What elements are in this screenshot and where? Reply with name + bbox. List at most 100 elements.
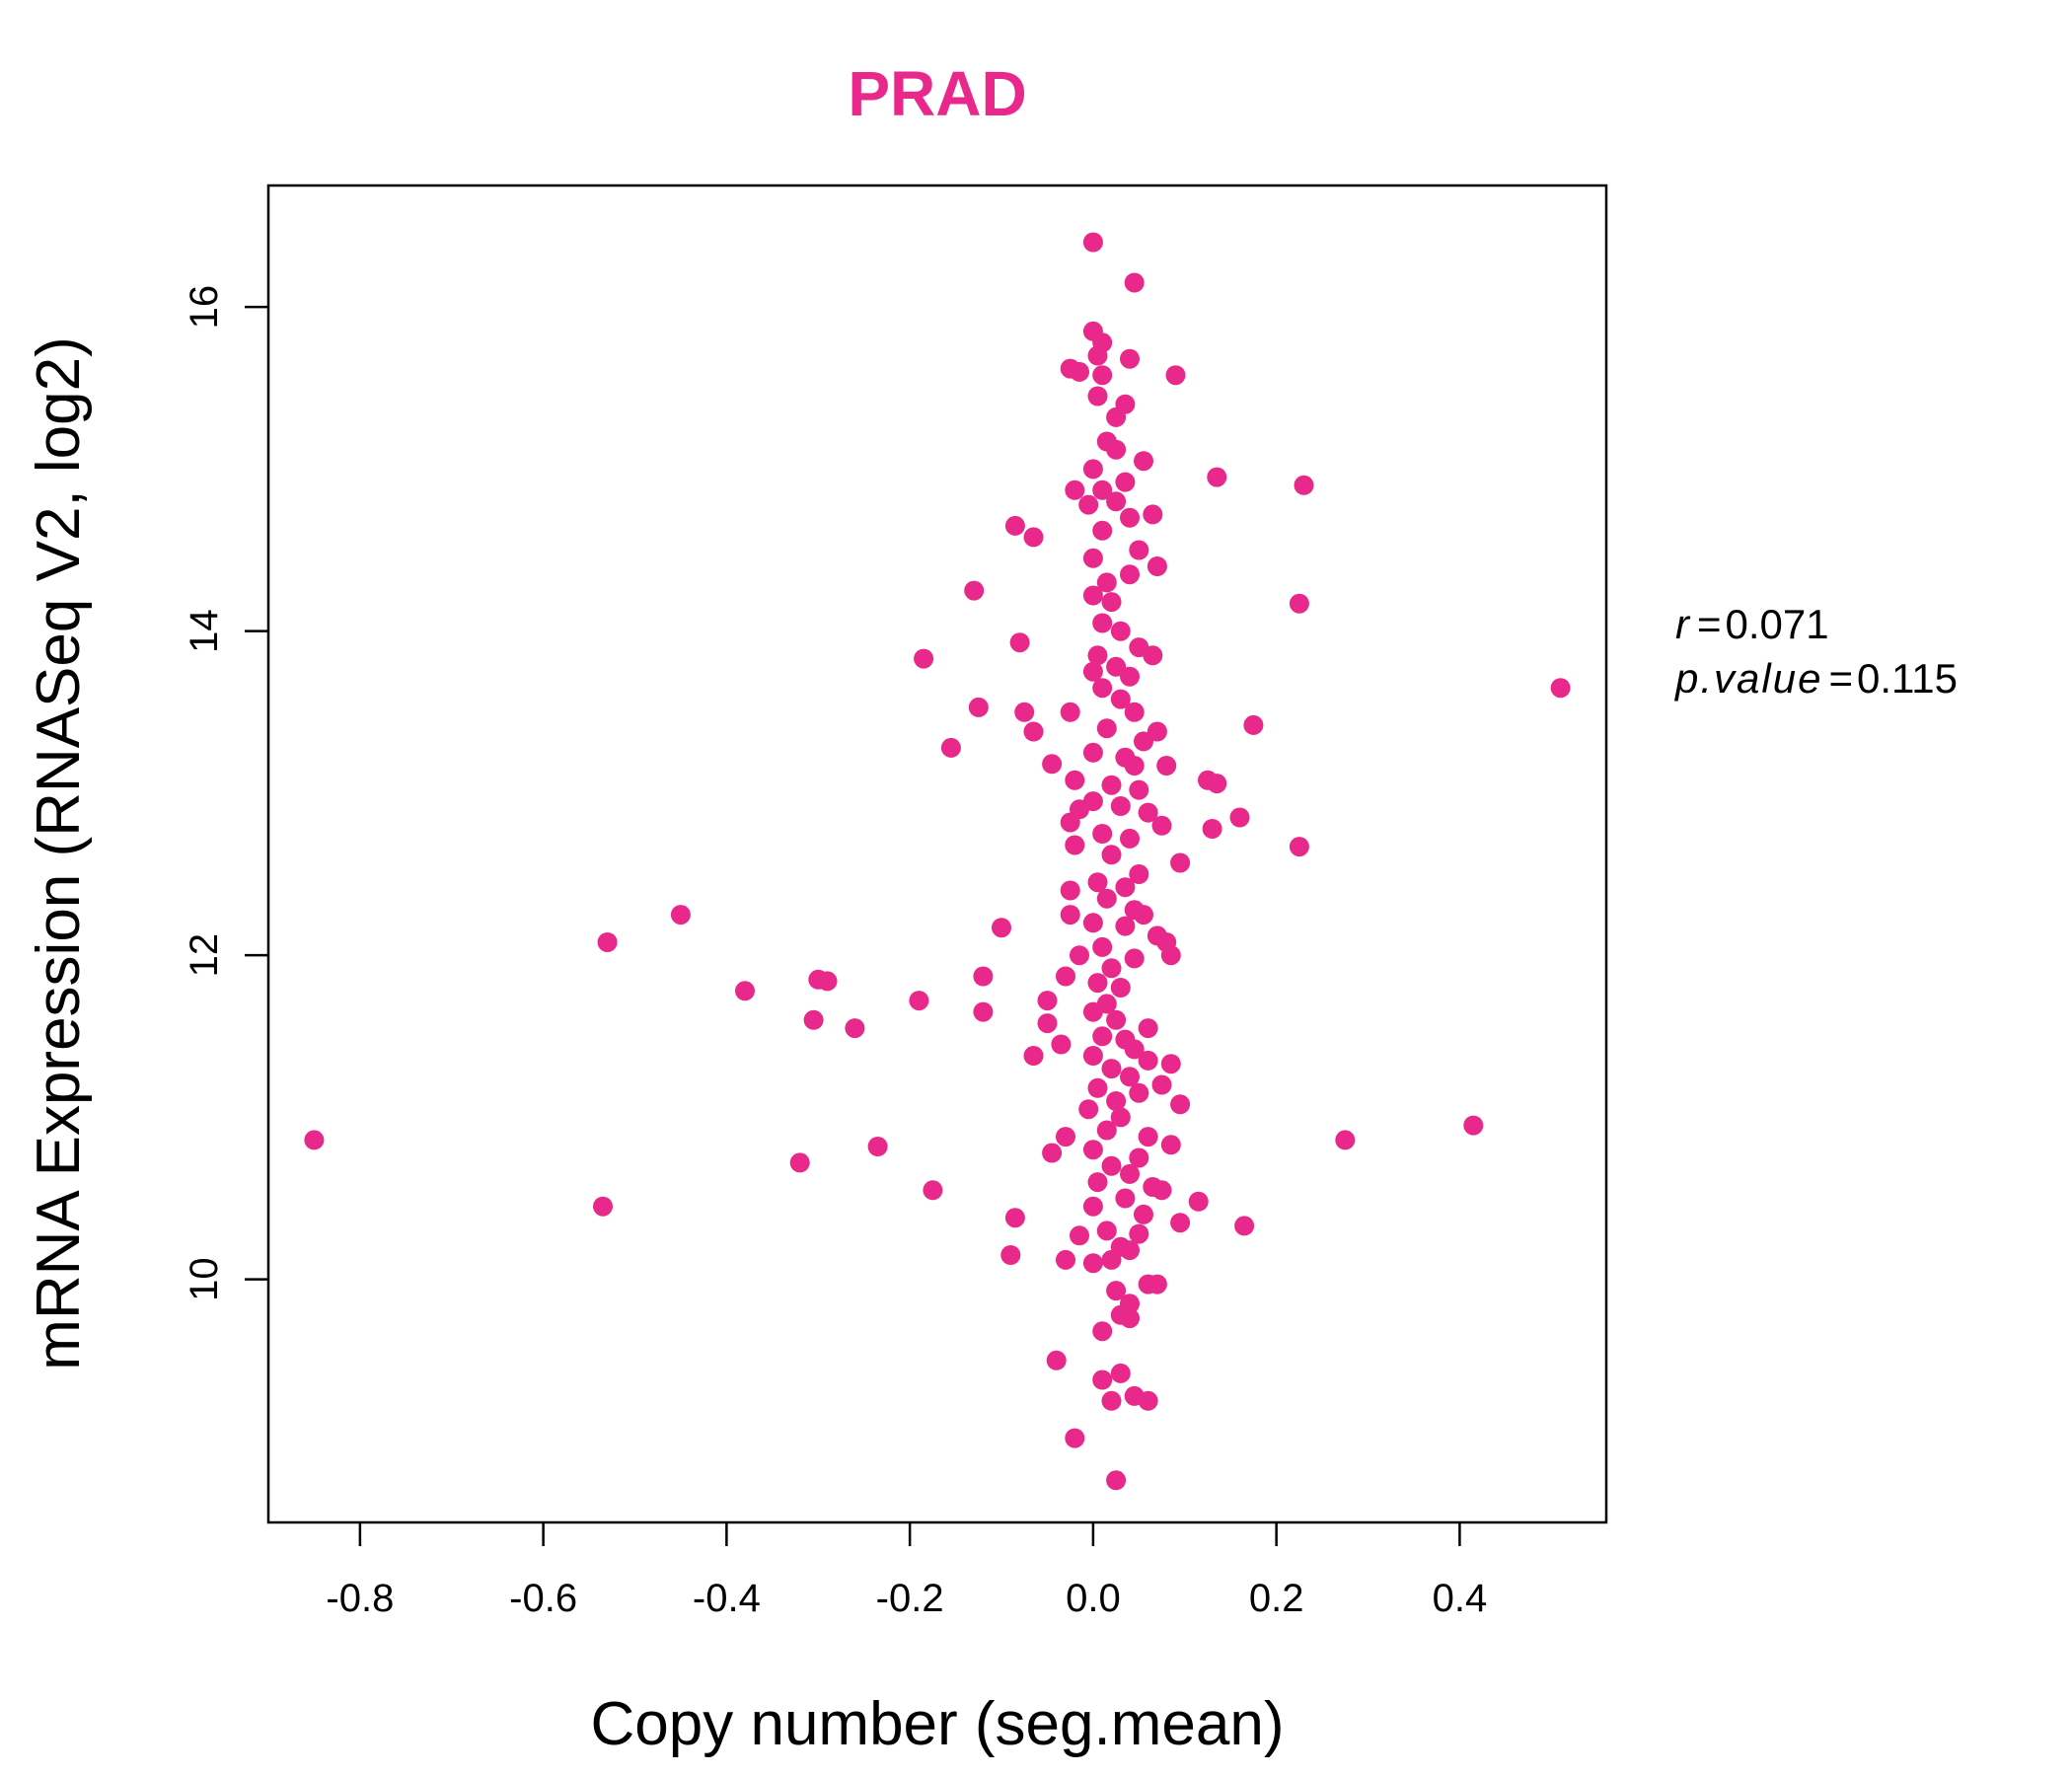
data-point (1101, 1249, 1122, 1270)
x-tick-label: 0.4 (1433, 1577, 1488, 1620)
data-point (1120, 564, 1140, 585)
data-point (1110, 689, 1131, 709)
r-value: 0.071 (1726, 601, 1829, 647)
data-point (1289, 837, 1309, 857)
data-point (1229, 807, 1250, 828)
x-axis: -0.8 -0.6 -0.4 -0.2 0.0 0.2 0.4 (326, 1522, 1487, 1620)
data-point (940, 737, 961, 758)
data-point (1023, 1046, 1044, 1066)
data-point (1087, 645, 1108, 666)
data-point (1101, 775, 1122, 795)
data-point (1096, 1221, 1117, 1241)
data-point (1156, 756, 1177, 776)
data-point (1096, 888, 1117, 909)
points-layer (304, 232, 1571, 1491)
y-axis-title: mRNA Expression (RNASeq V2, log2) (25, 336, 93, 1370)
data-point (1101, 845, 1122, 865)
data-point (1115, 1188, 1136, 1209)
r-label: r (1675, 601, 1691, 647)
data-point (1082, 1253, 1103, 1274)
p-value-stat: p.value =0.115 (1673, 655, 1958, 702)
data-point (593, 1196, 613, 1217)
data-point (1120, 666, 1140, 687)
data-point (1120, 1240, 1140, 1261)
data-point (1165, 365, 1186, 386)
data-point (1129, 1147, 1149, 1168)
data-point (1082, 459, 1103, 480)
data-point (1051, 1034, 1072, 1055)
data-point (817, 971, 838, 992)
data-point (1138, 802, 1158, 823)
data-point (1092, 520, 1113, 541)
data-point (1092, 824, 1113, 844)
data-point (1082, 913, 1103, 933)
data-point (1138, 1050, 1158, 1071)
data-point (1092, 1026, 1113, 1047)
data-point (1082, 232, 1103, 253)
data-point (1188, 1191, 1209, 1212)
data-point (1101, 1390, 1122, 1411)
data-point (1082, 585, 1103, 606)
data-point (304, 1130, 325, 1150)
x-tick-label: -0.6 (509, 1577, 577, 1620)
data-point (1037, 991, 1058, 1011)
data-point (1056, 966, 1075, 987)
data-point (1106, 439, 1127, 460)
data-point (1082, 661, 1103, 682)
data-point (1106, 407, 1127, 427)
data-point (670, 905, 691, 925)
data-point (1082, 1196, 1103, 1217)
data-point (1096, 572, 1117, 593)
y-tick-label: 14 (183, 609, 226, 653)
data-point (1096, 1120, 1117, 1141)
data-point (1087, 973, 1108, 994)
data-point (1170, 1094, 1191, 1115)
data-point (1234, 1216, 1255, 1236)
data-point (1243, 714, 1264, 735)
data-point (1151, 1074, 1172, 1095)
data-point (1042, 1143, 1063, 1163)
data-point (1070, 1225, 1089, 1246)
data-point (1065, 770, 1085, 790)
y-tick-label: 10 (183, 1257, 226, 1301)
data-point (1014, 702, 1035, 722)
data-point (1087, 345, 1108, 366)
data-point (1092, 1321, 1113, 1342)
data-point (1143, 645, 1163, 666)
data-point (1106, 1009, 1127, 1030)
data-point (1092, 1369, 1113, 1390)
data-point (1082, 1046, 1103, 1066)
data-point (1078, 494, 1099, 515)
data-point (1115, 877, 1136, 898)
data-point (1170, 1213, 1191, 1233)
data-point (1110, 1363, 1131, 1383)
data-point (1207, 467, 1227, 487)
data-point (1092, 678, 1113, 699)
data-point (1124, 948, 1145, 969)
data-point (1106, 1470, 1127, 1491)
data-point (992, 918, 1011, 938)
data-point (968, 697, 989, 717)
data-point (1120, 348, 1140, 369)
data-point (1160, 945, 1181, 966)
data-point (1106, 1091, 1127, 1111)
data-point (1294, 475, 1314, 495)
data-point (1110, 978, 1131, 998)
data-point (1120, 1308, 1140, 1329)
y-tick-label: 16 (183, 285, 226, 330)
data-point (1092, 480, 1113, 500)
data-point (1106, 491, 1127, 512)
data-point (1550, 678, 1571, 699)
data-point (1106, 656, 1127, 677)
p-label: p.value (1673, 655, 1822, 702)
data-point (1087, 872, 1108, 893)
data-point (1082, 1140, 1103, 1160)
data-point (1065, 1428, 1085, 1448)
data-point (1110, 796, 1131, 816)
data-point (1129, 540, 1149, 560)
data-point (1115, 472, 1136, 492)
data-point (1023, 721, 1044, 742)
data-point (1078, 1099, 1099, 1120)
data-point (1202, 819, 1222, 839)
